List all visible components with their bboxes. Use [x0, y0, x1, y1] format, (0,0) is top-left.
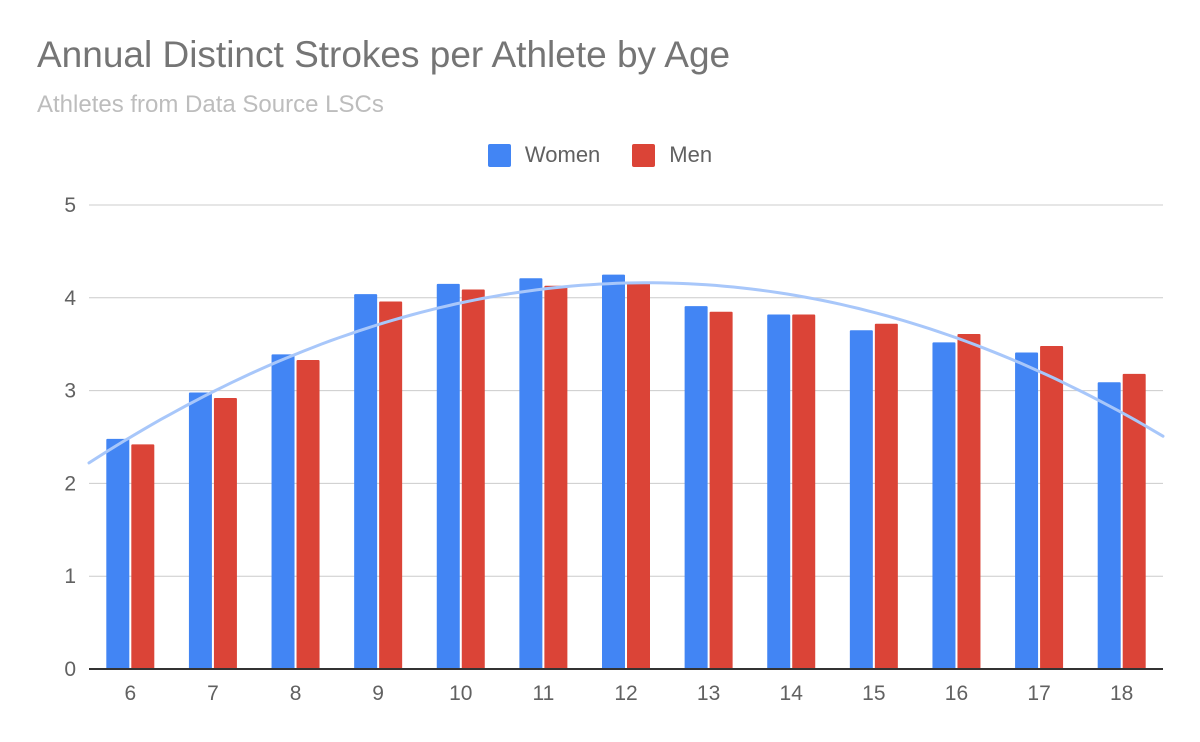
bar-women-11[interactable]: [519, 278, 543, 669]
bar-women-12[interactable]: [602, 274, 625, 669]
y-tick-label: 4: [64, 287, 76, 310]
x-tick-label: 9: [372, 682, 384, 705]
legend: Women Men: [0, 142, 1200, 168]
bar-women-18[interactable]: [1097, 382, 1121, 669]
bar-women-10[interactable]: [436, 283, 460, 669]
x-tick-label: 15: [862, 682, 885, 705]
x-tick-label: 18: [1110, 682, 1133, 705]
chart-title: Annual Distinct Strokes per Athlete by A…: [37, 34, 731, 75]
trendline: [87, 281, 1165, 465]
x-tick-label: 16: [945, 682, 968, 705]
bar-women-13[interactable]: [684, 306, 708, 669]
y-tick-label: 2: [64, 472, 76, 495]
bar-women-8[interactable]: [271, 354, 295, 669]
bar-men-14[interactable]: [792, 314, 816, 669]
y-tick-label: 1: [64, 565, 76, 588]
legend-item-men[interactable]: Men: [632, 142, 712, 168]
bar-men-7[interactable]: [213, 398, 237, 669]
bar-men-15[interactable]: [874, 323, 898, 669]
bar-men-8[interactable]: [296, 359, 320, 669]
x-tick-label: 6: [124, 682, 136, 705]
bar-men-11[interactable]: [544, 285, 568, 669]
bars: [106, 274, 1146, 669]
x-tick-label: 14: [780, 682, 804, 705]
gridlines: [89, 204, 1163, 577]
x-tick-label: 10: [449, 682, 472, 705]
bar-women-17[interactable]: [1015, 352, 1039, 669]
x-tick-label: 8: [290, 682, 302, 705]
legend-item-women[interactable]: Women: [487, 142, 601, 168]
x-tick-label: 17: [1027, 682, 1050, 705]
bar-women-14[interactable]: [767, 314, 791, 669]
legend-label-women: Women: [524, 142, 601, 167]
x-tick-label: 7: [207, 682, 219, 705]
bar-women-7[interactable]: [188, 392, 212, 669]
x-tick-label: 13: [697, 682, 720, 705]
trendline-group: [87, 281, 1165, 465]
x-tick-label: 12: [614, 682, 637, 705]
bar-men-10[interactable]: [461, 289, 485, 669]
chart-subtitle: Athletes from Data Source LSCs: [37, 91, 384, 118]
legend-label-men: Men: [669, 142, 713, 167]
bar-men-12[interactable]: [627, 282, 650, 669]
bar-women-6[interactable]: [106, 438, 130, 669]
bar-men-9[interactable]: [379, 301, 403, 669]
bar-women-15[interactable]: [849, 330, 873, 669]
y-tick-label: 5: [64, 194, 76, 217]
bar-women-16[interactable]: [932, 342, 956, 669]
y-tick-label: 3: [64, 380, 76, 403]
y-tick-label: 0: [64, 658, 76, 681]
bar-men-18[interactable]: [1122, 373, 1146, 669]
bar-women-9[interactable]: [354, 294, 378, 669]
bar-men-16[interactable]: [957, 333, 981, 669]
x-tick-label: 11: [532, 682, 554, 705]
bar-men-13[interactable]: [709, 311, 733, 669]
bar-men-6[interactable]: [131, 444, 155, 669]
legend-swatch-men: [632, 143, 656, 167]
bar-men-17[interactable]: [1040, 346, 1064, 669]
legend-swatch-women: [487, 143, 511, 167]
